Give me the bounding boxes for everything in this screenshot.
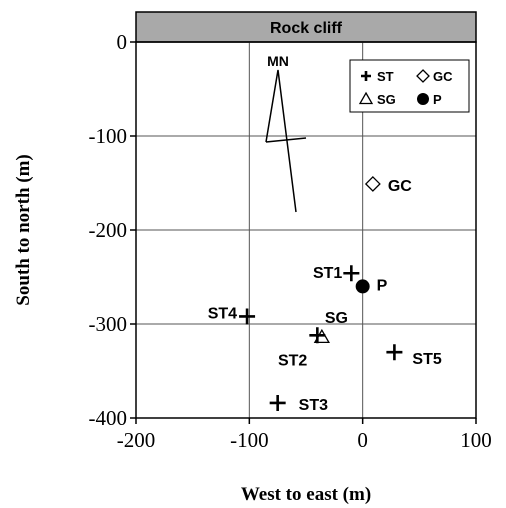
legend-label-st: ST <box>377 69 394 84</box>
point-p <box>355 279 370 294</box>
x-axis-ticks: -200 -100 0 100 <box>117 418 492 452</box>
x-tick-label-1: -100 <box>230 428 269 452</box>
legend-marker-p <box>417 93 429 105</box>
y-tick-label-0: 0 <box>117 30 128 54</box>
x-tick-label-0: -200 <box>117 428 156 452</box>
point-label-st3: ST3 <box>299 397 328 414</box>
title-bar <box>135 11 477 43</box>
legend-label-gc: GC <box>433 69 453 84</box>
legend-marker-sg <box>358 91 374 105</box>
legend-marker-st <box>361 71 371 81</box>
legend-label-p: P <box>433 92 442 107</box>
x-tick-label-2: 0 <box>357 428 368 452</box>
north-arrow-label: MN <box>267 53 289 69</box>
point-sg <box>313 328 330 344</box>
y-axis-ticks: 0 -100 -200 -300 -400 <box>89 30 136 430</box>
point-label-st4: ST4 <box>208 305 237 322</box>
point-label-st1: ST1 <box>313 265 342 282</box>
point-label-st5: ST5 <box>412 351 441 368</box>
y-tick-label-4: -400 <box>89 406 128 430</box>
y-tick-label-2: -200 <box>89 218 128 242</box>
y-tick-label-1: -100 <box>89 124 128 148</box>
point-label-sg: SG <box>325 310 348 327</box>
x-tick-label-3: 100 <box>460 428 492 452</box>
point-st4 <box>239 308 256 325</box>
legend-box <box>349 59 470 113</box>
legend-label-sg: SG <box>377 92 396 107</box>
magnetic-north-arrow-icon <box>265 69 307 213</box>
point-label-st2: ST2 <box>278 352 307 369</box>
legend: ST GC SG P <box>349 59 470 113</box>
point-label-p: P <box>377 277 388 294</box>
y-tick-label-3: -300 <box>89 312 128 336</box>
point-label-gc: GC <box>388 178 412 195</box>
chart-title: Rock cliff <box>270 20 343 37</box>
point-st2 <box>309 327 326 344</box>
point-st5 <box>386 344 403 361</box>
point-st1 <box>343 265 360 282</box>
data-points: ST1 ST2 ST3 ST4 ST5 GC SG P <box>208 176 442 414</box>
legend-marker-gc <box>416 69 430 83</box>
point-st3 <box>269 394 286 411</box>
y-axis-label: South to north (m) <box>13 154 34 305</box>
point-gc <box>364 176 381 192</box>
x-axis-label: West to east (m) <box>241 484 371 505</box>
